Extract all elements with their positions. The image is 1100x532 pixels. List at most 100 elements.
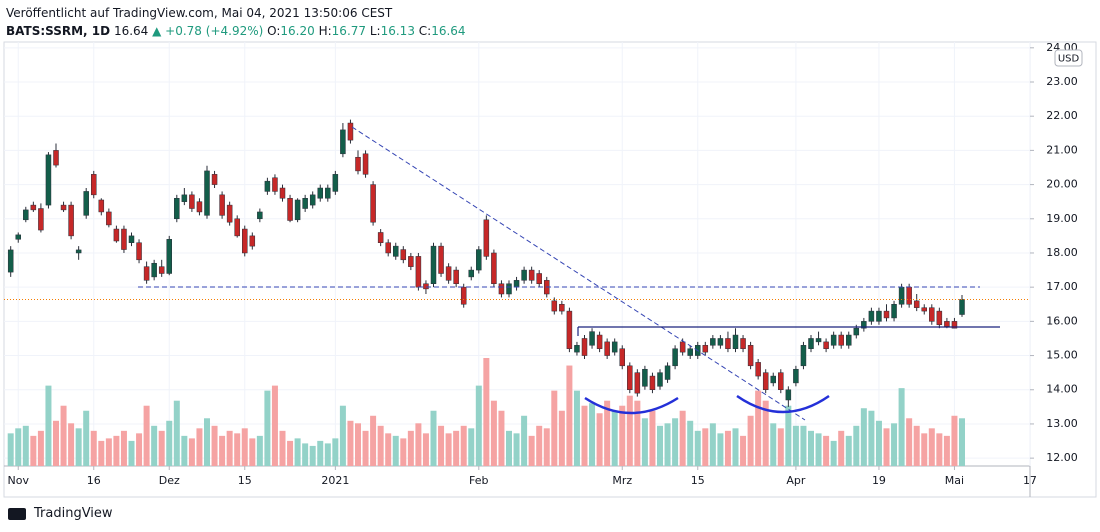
- candle-body: [377, 232, 384, 243]
- candles: [4, 119, 1030, 407]
- volume-bar: [581, 405, 588, 466]
- candle-body: [408, 256, 414, 267]
- logo: [8, 508, 26, 520]
- candle-body: [45, 154, 52, 206]
- volume-bar: [468, 428, 475, 466]
- volume-bar: [611, 410, 618, 466]
- volume-bar: [490, 400, 497, 466]
- y-tick-label: 14.00: [1046, 383, 1078, 396]
- candle-body: [604, 341, 610, 356]
- candle-body: [219, 194, 225, 216]
- x-tick-label: 15: [691, 474, 705, 487]
- drawings: [138, 126, 1000, 421]
- volume-bar: [573, 390, 580, 466]
- volume-bar: [422, 433, 429, 466]
- volume-bar: [762, 400, 769, 466]
- x-tick-label: Mrz: [612, 474, 632, 487]
- volume-bar: [528, 435, 535, 466]
- y-tick-label: 18.00: [1046, 246, 1078, 259]
- volume-bar: [928, 428, 935, 466]
- candle-body: [808, 338, 814, 349]
- frame: [3, 41, 1097, 498]
- candle-body: [868, 310, 875, 322]
- candle-body: [317, 187, 323, 199]
- volume-bar: [619, 405, 626, 466]
- volume-bar: [415, 423, 422, 466]
- volume-bar: [475, 385, 482, 466]
- candle-body: [189, 194, 195, 209]
- candle-body: [785, 389, 792, 401]
- candle-body: [423, 283, 429, 290]
- candle-body: [23, 209, 29, 221]
- volume-bar: [589, 403, 596, 466]
- candle-body: [815, 338, 822, 343]
- volume-bar: [445, 433, 452, 466]
- volume-bar: [407, 430, 414, 466]
- volume-bar: [385, 433, 392, 466]
- candle-body: [830, 334, 837, 346]
- volume-bar: [551, 390, 558, 466]
- candle-body: [725, 338, 731, 349]
- volume-bar: [604, 400, 611, 466]
- volume-bar: [898, 388, 905, 466]
- candle-body: [589, 331, 595, 346]
- candle-body: [732, 334, 739, 349]
- volume-bar: [249, 438, 256, 466]
- change: ▲ +0.78 (+4.92%): [152, 24, 264, 38]
- open-label: O:: [267, 24, 281, 38]
- candle-body: [83, 191, 89, 216]
- volume-bar: [370, 415, 377, 466]
- y-tick-label: 19.00: [1046, 212, 1078, 225]
- candle-body: [158, 266, 165, 274]
- volume-bar: [959, 418, 965, 466]
- volume-bar: [309, 445, 316, 466]
- volume-bar: [90, 430, 97, 466]
- volume-bar: [672, 418, 679, 466]
- volume-bar: [770, 423, 777, 466]
- candle-body: [468, 269, 474, 278]
- volume-bar: [936, 433, 943, 466]
- volume-bar: [883, 428, 890, 466]
- candle-body: [438, 245, 444, 274]
- volume-bar: [332, 438, 339, 466]
- volume-bar: [196, 428, 203, 466]
- volume-bar: [7, 433, 14, 466]
- candle-body: [611, 341, 618, 353]
- volume-bar: [98, 440, 105, 466]
- candle-body: [778, 372, 784, 390]
- volume-bar: [264, 390, 271, 466]
- candle-body: [770, 375, 776, 384]
- volume-bar: [596, 413, 603, 466]
- volume-bar: [853, 425, 860, 466]
- candle-body: [521, 269, 527, 281]
- volume-bar: [53, 420, 59, 466]
- candle-body: [951, 321, 958, 329]
- volume-bar: [347, 420, 354, 466]
- candle-body: [793, 368, 799, 384]
- volume-bar: [15, 428, 22, 466]
- volume-bar: [438, 425, 445, 466]
- brand: TradingView: [34, 506, 113, 521]
- volume-bar: [279, 430, 286, 466]
- candle-body: [755, 362, 761, 377]
- close-label: C:: [418, 24, 432, 38]
- candle-body: [445, 266, 452, 281]
- candle-body: [430, 245, 437, 284]
- candle-body: [476, 249, 482, 271]
- candle-body: [460, 286, 467, 305]
- candle-body: [294, 199, 301, 221]
- volume-bar: [649, 410, 656, 466]
- candle-body: [506, 283, 512, 295]
- candle-body: [181, 194, 188, 202]
- candle-body: [174, 198, 180, 220]
- candle-body: [762, 372, 769, 390]
- candle-body: [113, 228, 120, 242]
- volume-bar: [158, 430, 165, 466]
- candle-body: [649, 375, 656, 390]
- volume-bar: [657, 425, 663, 466]
- candle-body: [498, 283, 505, 295]
- volume-bar: [173, 400, 180, 466]
- candle-body: [264, 180, 271, 192]
- volume-bar: [377, 425, 384, 466]
- volume-bar: [875, 420, 882, 466]
